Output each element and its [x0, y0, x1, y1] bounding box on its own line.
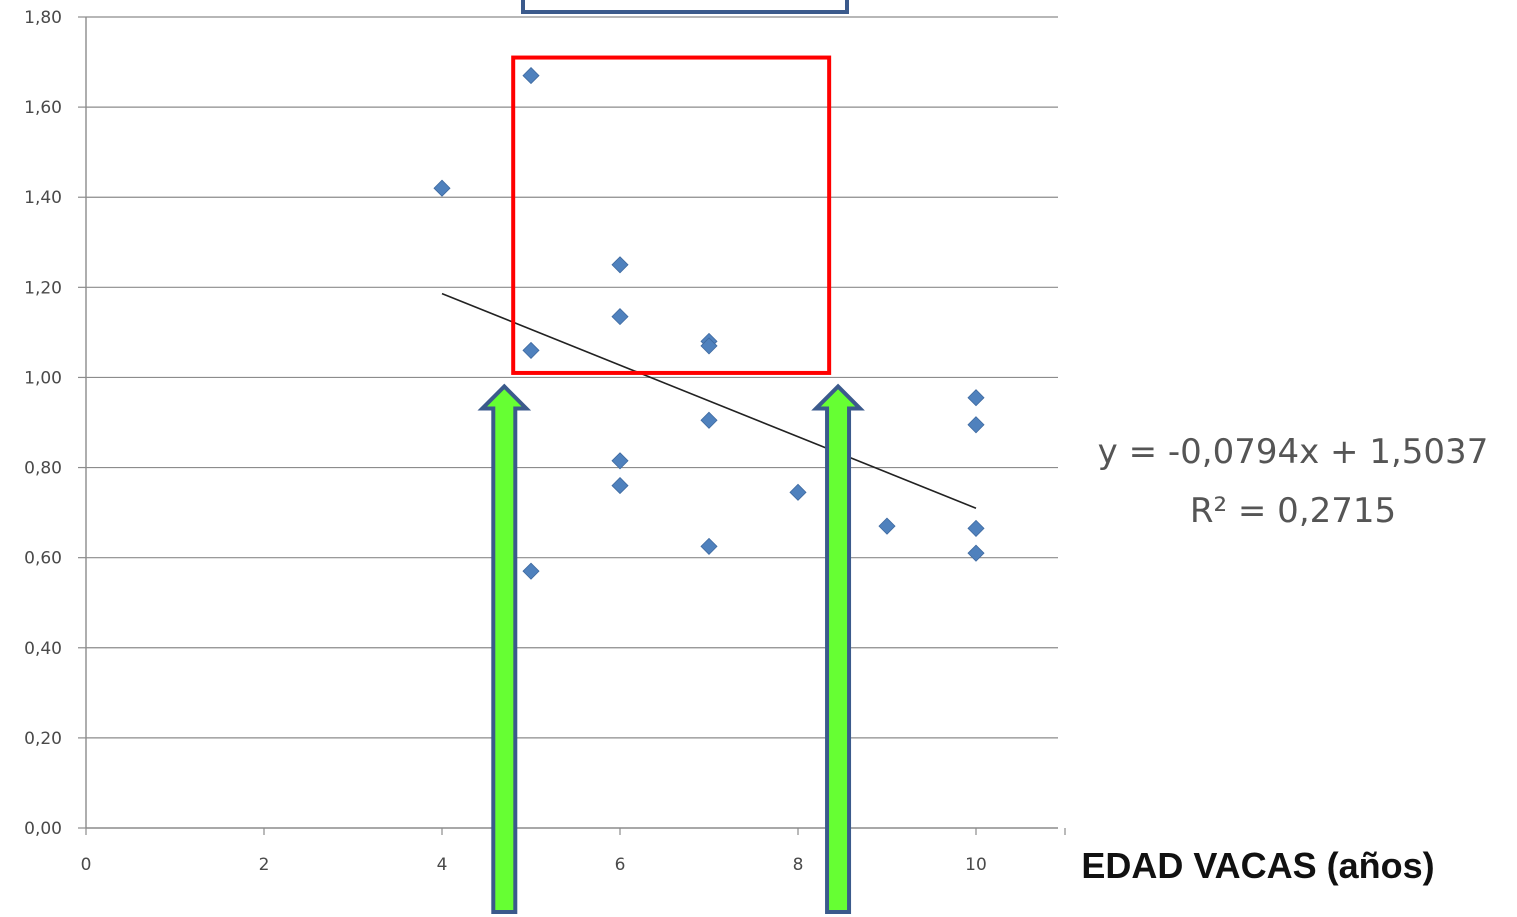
data-point [700, 411, 718, 429]
data-point [967, 519, 985, 537]
tick-labels: 0,00 0,20 0,40 0,60 0,80 1,00 1,20 1,40 1,60 1,80… [24, 8, 987, 875]
data-point [611, 256, 629, 274]
y-tick-label: 0,40 [24, 639, 62, 659]
data-point [611, 308, 629, 326]
x-tick-label: 6 [615, 855, 626, 875]
data-point [967, 389, 985, 407]
y-tick-label: 1,20 [24, 278, 62, 298]
y-tick-label: 0,80 [24, 459, 62, 479]
x-tick-label: 0 [81, 855, 92, 875]
y-tick-label: 0,60 [24, 549, 62, 569]
data-point [967, 544, 985, 562]
x-tick-label: 4 [437, 855, 448, 875]
y-tick-label: 1,00 [24, 368, 62, 388]
y-tick-label: 1,40 [24, 188, 62, 208]
data-point [700, 337, 718, 355]
top-label-box [521, 0, 849, 14]
up-arrow [811, 383, 865, 914]
trendline [441, 292, 977, 509]
x-tick-label: 2 [259, 855, 270, 875]
y-tick-label: 0,00 [24, 819, 62, 839]
data-point [878, 517, 896, 535]
y-tick-label: 0,20 [24, 729, 62, 749]
up-arrow [477, 383, 532, 914]
x-tick-label: 8 [793, 855, 804, 875]
data-point [433, 179, 451, 197]
y-tick-label: 1,60 [24, 98, 62, 118]
data-points [433, 67, 985, 580]
data-point [789, 483, 807, 501]
data-point [522, 341, 540, 359]
r-squared-label: R² = 0,2715 [1190, 491, 1396, 531]
data-point [611, 452, 629, 470]
annotation-layer [477, 0, 865, 914]
highlight-box [511, 55, 832, 375]
trendline-equation: y = -0,0794x + 1,5037 [1098, 432, 1489, 472]
data-point [700, 537, 718, 555]
x-axis-label: EDAD VACAS (años) [1081, 845, 1434, 886]
data-point [522, 67, 540, 85]
grid-layer [86, 16, 1058, 739]
y-tick-label: 1,80 [24, 8, 62, 28]
data-point [967, 416, 985, 434]
x-tick-label: 10 [965, 855, 987, 875]
data-point [522, 562, 540, 580]
trendline-layer [441, 292, 977, 509]
axis-layer [78, 16, 1066, 835]
data-point [611, 477, 629, 495]
